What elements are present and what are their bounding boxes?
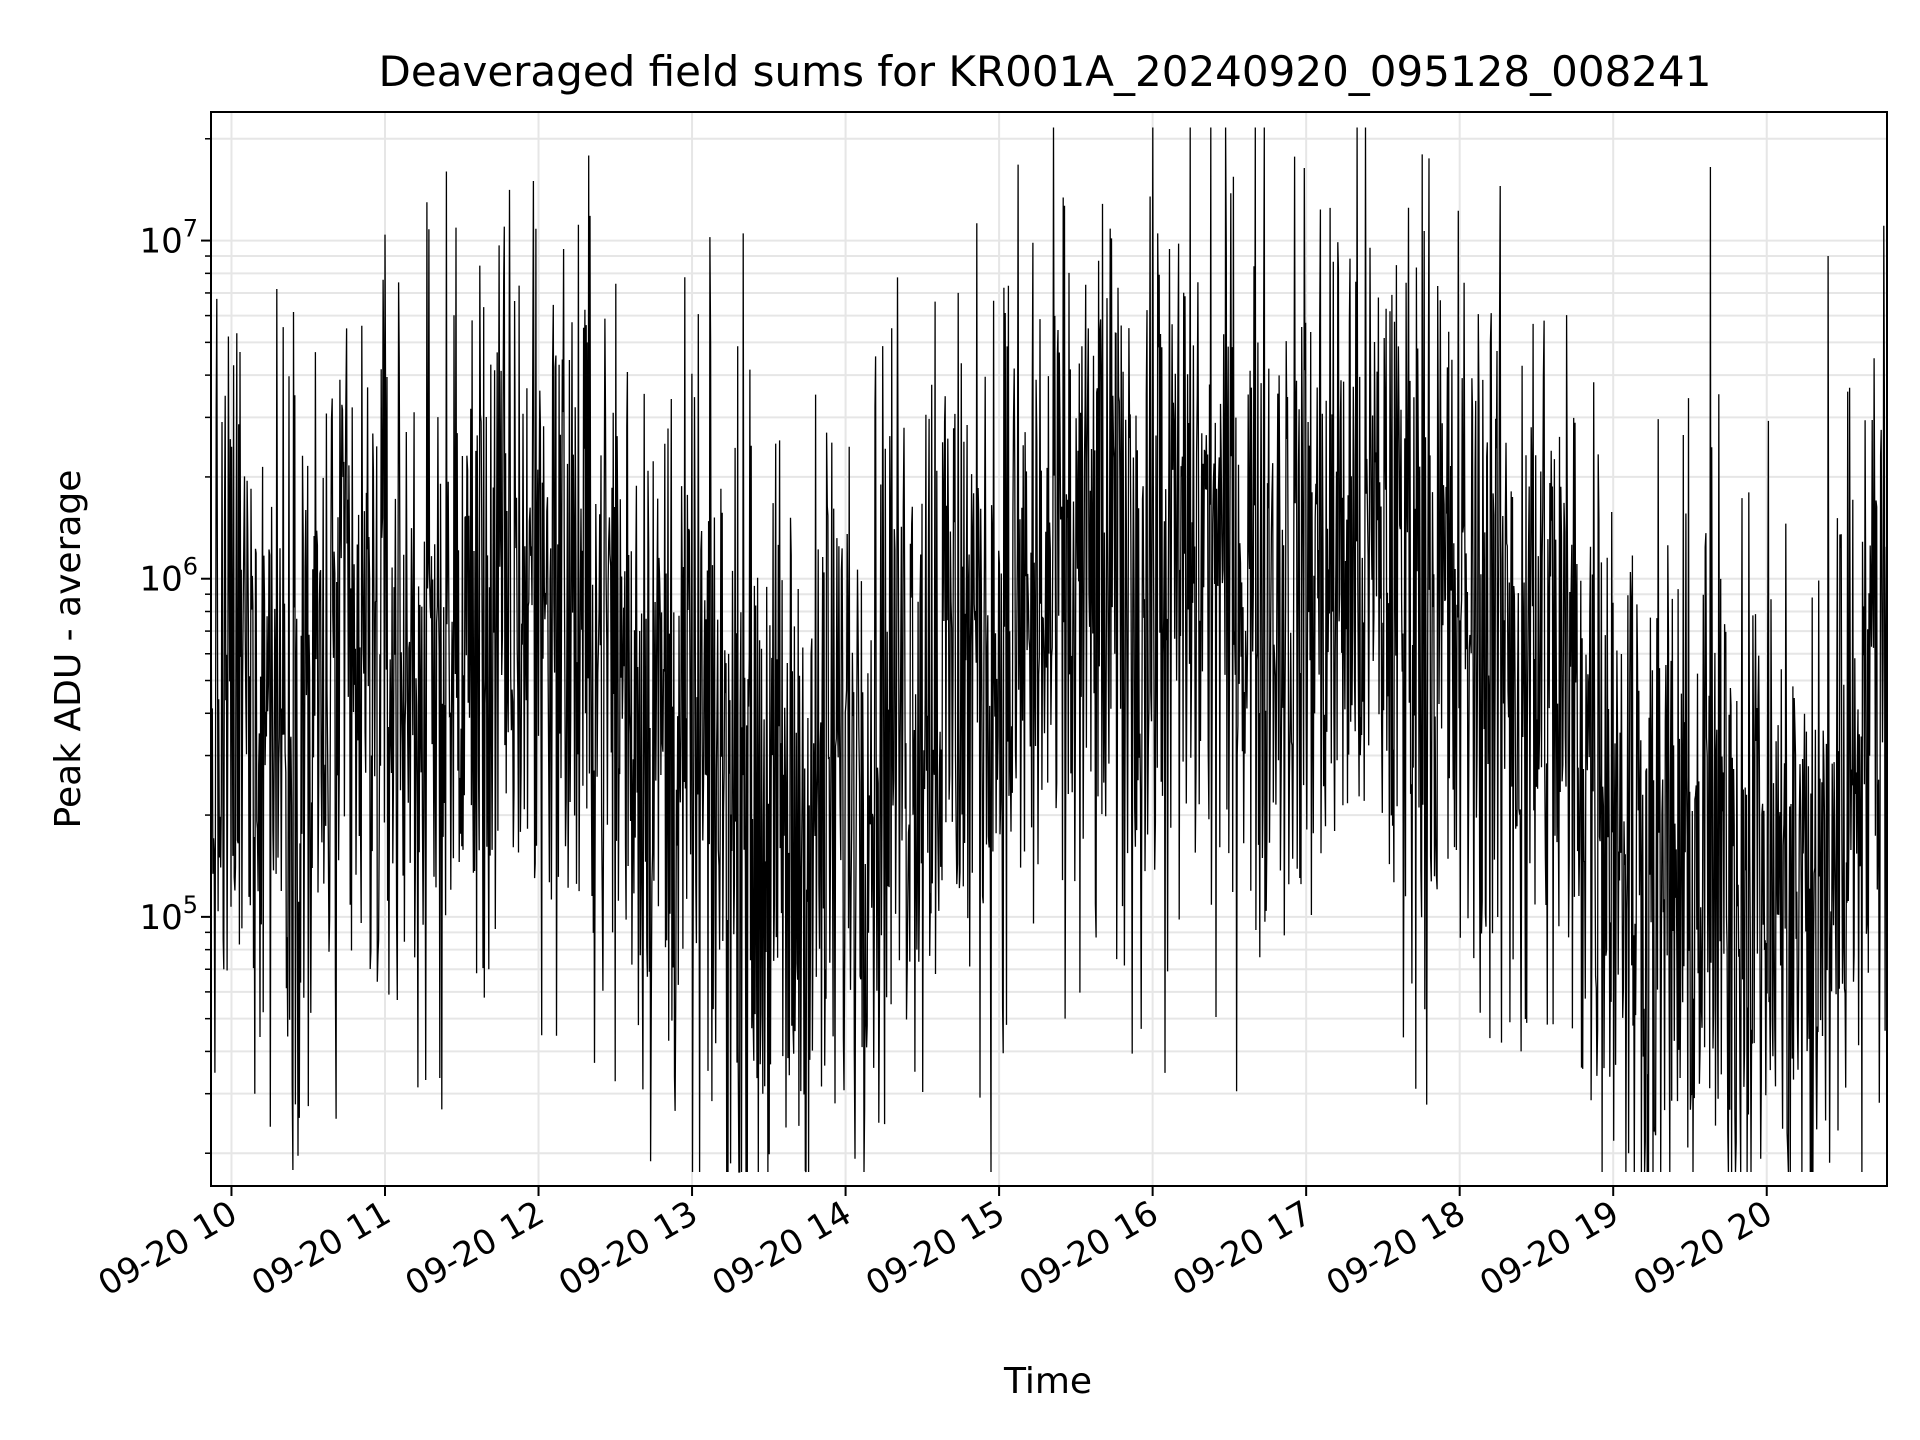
x-tick-label: 09-20 19	[1473, 1193, 1625, 1304]
series	[210, 127, 1888, 1173]
y-tick-exponent: 6	[183, 553, 198, 581]
plot-frame	[210, 111, 1888, 1187]
y-tick-label: 106	[139, 553, 198, 600]
x-tick-label: 09-20 18	[1320, 1193, 1472, 1304]
y-tick-label: 105	[139, 891, 198, 938]
x-tick-label: 09-20 14	[706, 1193, 858, 1304]
y-tick-base: 10	[139, 222, 182, 262]
x-tick-label: 09-20 12	[399, 1193, 551, 1304]
series-line	[210, 127, 1888, 1173]
x-tick-label: 09-20 17	[1166, 1193, 1318, 1304]
x-tick-label: 09-20 10	[92, 1193, 244, 1304]
y-tick-exponent: 7	[183, 215, 198, 243]
y-tick-base: 10	[139, 560, 182, 600]
x-tick-label: 09-20 13	[552, 1193, 704, 1304]
x-tick-label: 09-20 16	[1013, 1193, 1165, 1304]
chart-title: Deaveraged field sums for KR001A_2024092…	[379, 47, 1712, 96]
x-tick-label: 09-20 20	[1627, 1193, 1779, 1304]
y-tick-base: 10	[139, 898, 182, 938]
y-axis-label: Peak ADU - average	[48, 470, 89, 829]
y-tick-exponent: 5	[183, 891, 198, 919]
x-axis: 09-20 10 09-20 11 09-20 12 09-20 13 09-20 14…	[92, 1186, 1779, 1304]
x-tick-label: 09-20 15	[859, 1193, 1011, 1304]
y-tick-label: 107	[139, 215, 198, 262]
x-tick-label: 09-20 11	[245, 1193, 397, 1304]
x-axis-label: Time	[1003, 1361, 1092, 1402]
